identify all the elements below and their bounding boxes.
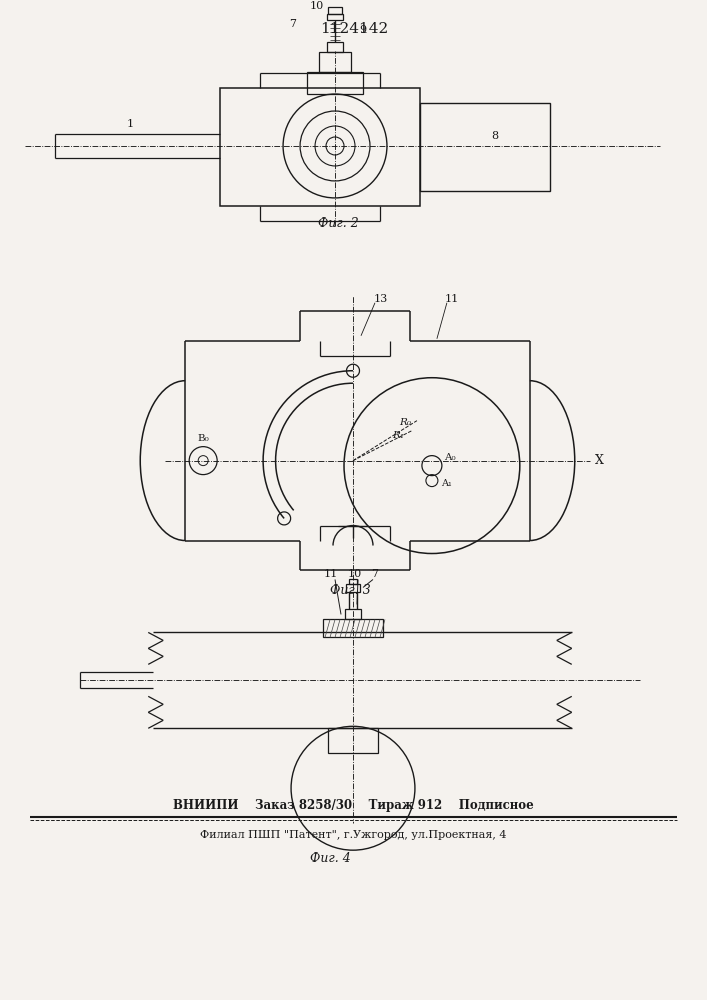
Text: R₀: R₀ bbox=[399, 418, 411, 427]
Bar bbox=[319, 52, 351, 72]
Text: Филиал ПШП "Патент", г.Ужгород, ул.Проектная, 4: Филиал ПШП "Патент", г.Ужгород, ул.Проек… bbox=[200, 830, 506, 840]
Bar bbox=[327, 42, 343, 52]
Text: 1124142: 1124142 bbox=[320, 22, 388, 36]
Bar bbox=[345, 609, 361, 619]
Text: 11: 11 bbox=[324, 569, 338, 579]
Text: ВНИИПИ    Заказ 8258/30    Тираж 912    Подписное: ВНИИПИ Заказ 8258/30 Тираж 912 Подписное bbox=[173, 799, 533, 812]
Text: 11: 11 bbox=[445, 294, 459, 304]
Bar bbox=[323, 619, 383, 637]
Bar bbox=[420, 103, 550, 191]
Text: B₀: B₀ bbox=[197, 434, 209, 443]
Text: Фиг. 2: Фиг. 2 bbox=[317, 217, 358, 230]
Text: 7: 7 bbox=[371, 569, 378, 579]
Text: 1: 1 bbox=[127, 119, 134, 129]
Text: R₁: R₁ bbox=[392, 431, 404, 440]
Text: 10: 10 bbox=[348, 569, 362, 579]
Bar bbox=[346, 584, 360, 592]
Text: 7: 7 bbox=[290, 19, 296, 29]
Bar bbox=[307, 72, 363, 94]
Bar bbox=[327, 14, 343, 20]
Text: Фиг. 4: Фиг. 4 bbox=[310, 852, 351, 865]
Text: X: X bbox=[595, 454, 604, 467]
Text: 10: 10 bbox=[310, 1, 325, 11]
Bar bbox=[349, 579, 357, 584]
Text: Фиг. 3: Фиг. 3 bbox=[329, 584, 370, 597]
Bar bbox=[328, 7, 342, 14]
Text: A₁: A₁ bbox=[441, 479, 452, 488]
Text: 13: 13 bbox=[374, 294, 388, 304]
Text: A₀: A₀ bbox=[444, 453, 456, 462]
Bar bbox=[328, 728, 378, 753]
Text: 9: 9 bbox=[359, 25, 366, 35]
Text: 8: 8 bbox=[491, 131, 498, 141]
Bar bbox=[220, 88, 420, 206]
